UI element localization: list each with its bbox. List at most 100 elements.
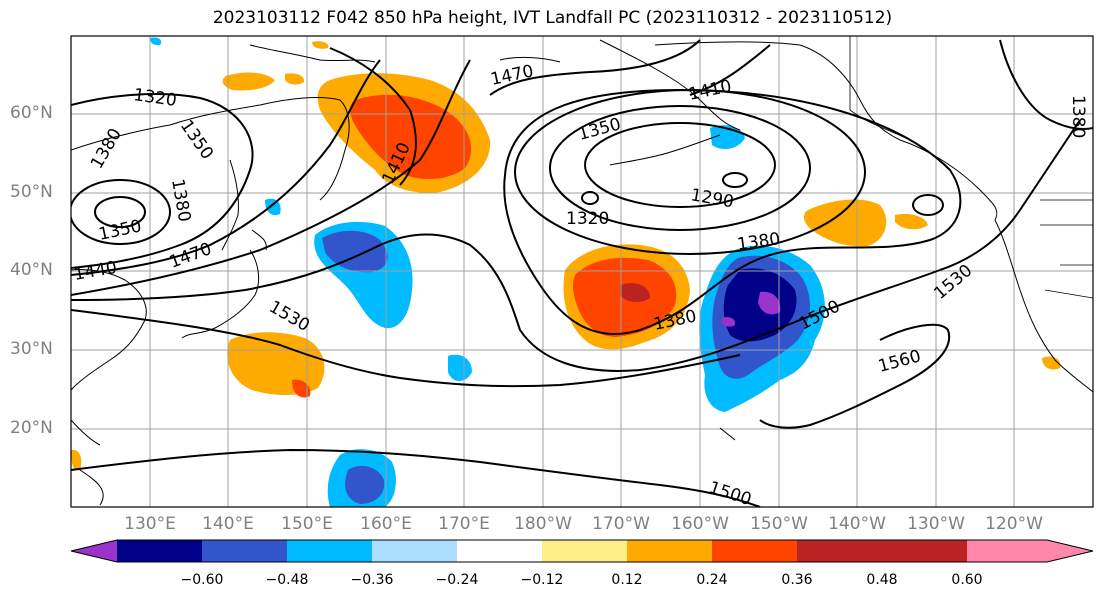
ivt-negative-region (265, 198, 281, 216)
lat-label: 50°N (10, 182, 53, 202)
contour-1410-north (689, 44, 771, 96)
chukotka-coast (499, 56, 561, 63)
lon-label: 170°W (592, 514, 650, 534)
lon-label: 120°W (985, 514, 1043, 534)
contour-1380 (503, 88, 962, 335)
ivt-positive-region (350, 94, 472, 180)
sakhalin (221, 159, 239, 251)
ivt-negative-region (758, 291, 781, 315)
colorbar-outline (70, 539, 1094, 563)
ivt-positive-region (292, 379, 311, 398)
height-contours (71, 39, 1093, 507)
colorbar-segment (372, 540, 457, 562)
lon-label: 140°E (202, 514, 254, 534)
contour-1500-south (71, 448, 761, 507)
contour-label: 1320 (566, 209, 609, 229)
alaska-west (599, 39, 741, 131)
contour-1320 (549, 105, 811, 231)
contour-1440 (71, 59, 381, 276)
ivt-positive-region (620, 283, 650, 302)
contour-1530-east (939, 119, 1081, 271)
colorbar-segment (542, 540, 627, 562)
contour-1410-kam (329, 47, 417, 186)
ivt-positive-region (227, 332, 325, 395)
colorbar-segment (712, 540, 797, 562)
ivt-positive-region (222, 72, 275, 91)
colorbar-tick: −0.60 (180, 572, 224, 588)
okhotsk-coast (249, 44, 376, 63)
state-border (1044, 289, 1093, 299)
contour-1350-west (94, 196, 146, 228)
colorbar-tick: 0.24 (696, 572, 728, 588)
colorbar-segment (967, 540, 1047, 562)
contour-1470-north (489, 39, 701, 96)
colorbar-extend-low (71, 540, 117, 562)
colorbar-extend-high (1047, 540, 1093, 562)
ivt-negative-region (345, 465, 385, 504)
contour-1290 (584, 122, 776, 208)
colorbar-tick: −0.24 (435, 572, 479, 588)
map-title: 2023103112 F042 850 hPa height, IVT Land… (212, 8, 893, 28)
contour-small-low (722, 172, 748, 188)
lon-label: 150°W (750, 514, 808, 534)
lon-label: 180°W (514, 514, 572, 534)
alaska-coast (654, 41, 998, 221)
hawaii (719, 427, 736, 441)
lon-label: 130°W (907, 514, 965, 534)
lon-label: 140°W (828, 514, 886, 534)
colorbar-segment (117, 540, 202, 562)
japan-honshu (181, 249, 260, 339)
colorbar-tick: 0.12 (611, 572, 643, 588)
colorbar-tick: −0.48 (265, 572, 309, 588)
colorbar-tick: 0.48 (866, 572, 898, 588)
colorbar-segment (287, 540, 372, 562)
colorbar-tick: 0.60 (951, 572, 983, 588)
contour-1500 (71, 233, 941, 372)
china-south-coast (71, 419, 101, 446)
ivt-negative-region (448, 354, 472, 381)
asia-coast (71, 97, 350, 201)
colorbar-segment (882, 540, 967, 562)
ivt-positive-region (71, 449, 82, 471)
lat-label: 20°N (10, 418, 53, 438)
contour-1470 (71, 59, 471, 296)
contour-small-low (581, 191, 599, 205)
lon-label: 170°E (438, 514, 490, 534)
colorbar-tick: −0.36 (350, 572, 394, 588)
contour-1560 (759, 323, 951, 429)
map-frame (70, 35, 1094, 508)
colorbar-segment (797, 540, 882, 562)
colorbar-tick: −0.12 (520, 572, 564, 588)
aleutians (609, 134, 721, 166)
contour-1530 (71, 309, 741, 388)
lon-label: 160°W (671, 514, 729, 534)
colorbar (70, 539, 1094, 563)
lat-label: 40°N (10, 260, 53, 280)
na-west-coast (994, 219, 1093, 393)
lon-label: 150°E (281, 514, 333, 534)
philippines (79, 469, 104, 506)
ivt-negative-region (721, 317, 736, 327)
coastlines (71, 39, 1093, 506)
contour-1380-east (999, 39, 1093, 130)
colorbar-segment (627, 540, 712, 562)
lat-label: 60°N (10, 103, 53, 123)
contour-1380-west (71, 179, 171, 245)
colorbar-tick: 0.36 (781, 572, 813, 588)
ivt-positive-region (312, 41, 329, 49)
contour-label: 1380 (1068, 95, 1088, 138)
contour-small-low (912, 194, 944, 216)
ivt-negative-region (150, 37, 162, 46)
colorbar-segment (202, 540, 287, 562)
ivt-negative-region (322, 230, 388, 273)
contour-1410-west (71, 93, 254, 269)
ivt-positive-region (803, 199, 887, 247)
ivt-positive-region (895, 214, 928, 230)
ivt-positive-region (285, 73, 305, 85)
lon-label: 130°E (124, 514, 176, 534)
colorbar-segment (457, 540, 542, 562)
lon-label: 160°E (360, 514, 412, 534)
ivt-positive-region (1042, 356, 1061, 370)
lat-label: 30°N (10, 339, 53, 359)
